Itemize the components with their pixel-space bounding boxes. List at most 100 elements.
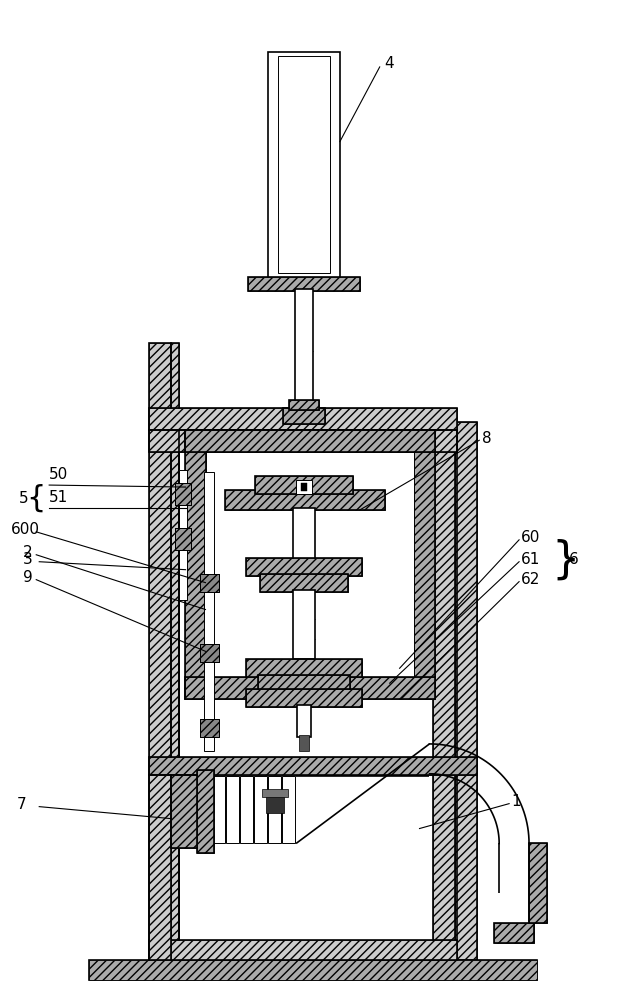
Bar xyxy=(197,770,215,853)
Text: 6: 6 xyxy=(569,552,578,567)
Bar xyxy=(268,52,340,281)
Bar xyxy=(529,843,547,923)
Bar xyxy=(149,343,171,960)
Text: 62: 62 xyxy=(521,572,540,587)
Text: 50: 50 xyxy=(49,467,68,482)
Bar xyxy=(149,940,458,960)
Bar xyxy=(149,430,458,452)
Bar xyxy=(297,705,311,737)
Bar xyxy=(299,735,309,751)
Bar xyxy=(198,776,212,843)
Bar xyxy=(149,408,458,430)
Bar xyxy=(200,719,220,737)
Bar xyxy=(175,528,190,550)
Bar xyxy=(289,400,319,410)
Bar xyxy=(200,574,220,592)
Bar xyxy=(494,923,534,943)
Bar xyxy=(266,795,284,813)
Bar xyxy=(197,770,215,853)
Bar xyxy=(207,452,414,677)
Bar xyxy=(185,677,436,699)
Bar xyxy=(246,689,362,707)
Bar xyxy=(185,430,207,699)
Bar xyxy=(171,775,198,848)
Bar xyxy=(289,400,319,410)
Bar xyxy=(149,775,171,960)
Bar xyxy=(89,960,537,980)
Bar xyxy=(200,574,220,592)
Bar xyxy=(185,677,436,699)
Bar xyxy=(212,776,225,843)
Bar xyxy=(293,508,315,560)
Bar xyxy=(255,476,353,494)
Text: 51: 51 xyxy=(49,490,68,505)
Bar xyxy=(246,659,362,677)
Bar xyxy=(455,422,477,960)
Bar xyxy=(185,430,207,699)
Text: }: } xyxy=(552,538,580,581)
Bar xyxy=(149,430,458,452)
Bar xyxy=(246,659,362,677)
Bar xyxy=(240,776,254,843)
Bar xyxy=(268,776,281,843)
Bar xyxy=(260,574,348,592)
Bar xyxy=(255,476,353,494)
Bar xyxy=(259,675,350,691)
Bar xyxy=(278,56,330,273)
Bar xyxy=(414,430,436,699)
Text: 61: 61 xyxy=(521,552,540,567)
Bar xyxy=(175,528,190,550)
Bar xyxy=(149,343,171,960)
Text: 9: 9 xyxy=(23,570,33,585)
Text: 1: 1 xyxy=(511,794,521,809)
Bar xyxy=(185,430,436,452)
Bar xyxy=(249,277,360,291)
Bar xyxy=(171,343,178,960)
Text: 600: 600 xyxy=(11,522,40,537)
Bar xyxy=(149,757,477,775)
Bar xyxy=(455,422,477,960)
Bar xyxy=(227,776,239,843)
Bar xyxy=(295,289,313,410)
Bar xyxy=(149,408,458,430)
Bar xyxy=(283,408,325,424)
Bar xyxy=(200,644,220,662)
Bar xyxy=(293,590,315,659)
Bar xyxy=(175,483,190,505)
Bar xyxy=(529,843,547,923)
Bar xyxy=(282,776,295,843)
Text: 5: 5 xyxy=(19,491,29,506)
Bar xyxy=(200,644,220,662)
Text: 3: 3 xyxy=(23,552,33,567)
Bar xyxy=(259,675,350,691)
Bar xyxy=(301,483,307,491)
Bar xyxy=(149,940,458,960)
Bar xyxy=(205,472,215,751)
Bar xyxy=(225,490,385,510)
Bar xyxy=(185,430,436,452)
Bar xyxy=(246,689,362,707)
Bar xyxy=(200,719,220,737)
Bar xyxy=(433,422,455,960)
Bar xyxy=(494,923,534,943)
Text: {: { xyxy=(26,484,46,513)
Bar xyxy=(414,430,436,699)
Bar xyxy=(249,277,360,291)
Text: 4: 4 xyxy=(385,56,394,71)
Bar xyxy=(262,789,288,797)
Bar xyxy=(171,343,178,960)
Text: 7: 7 xyxy=(16,797,26,812)
Bar xyxy=(283,408,325,424)
Bar xyxy=(171,775,198,848)
Text: 60: 60 xyxy=(521,530,540,545)
Bar xyxy=(296,480,312,494)
Bar xyxy=(175,483,190,505)
Bar xyxy=(149,775,171,960)
Bar xyxy=(246,558,362,576)
Text: 2: 2 xyxy=(23,545,33,560)
Bar xyxy=(225,490,385,510)
Bar xyxy=(254,776,267,843)
Bar xyxy=(260,574,348,592)
Bar xyxy=(246,558,362,576)
Bar xyxy=(178,470,187,600)
